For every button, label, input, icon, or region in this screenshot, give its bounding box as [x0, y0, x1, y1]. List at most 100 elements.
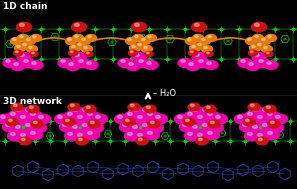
Circle shape: [200, 122, 214, 132]
Circle shape: [146, 35, 157, 42]
Circle shape: [135, 114, 149, 124]
Circle shape: [249, 107, 265, 117]
Circle shape: [192, 108, 197, 112]
Circle shape: [80, 107, 94, 117]
Circle shape: [255, 35, 258, 38]
Circle shape: [86, 35, 97, 42]
Circle shape: [145, 51, 153, 57]
Circle shape: [66, 62, 80, 70]
Circle shape: [138, 138, 142, 141]
Circle shape: [84, 46, 87, 49]
Circle shape: [17, 22, 31, 32]
Circle shape: [127, 132, 132, 136]
Circle shape: [36, 114, 50, 124]
Circle shape: [31, 131, 35, 134]
Circle shape: [129, 124, 145, 134]
Circle shape: [7, 111, 23, 121]
Circle shape: [248, 38, 251, 41]
Circle shape: [266, 35, 277, 42]
Circle shape: [125, 119, 129, 122]
Circle shape: [82, 38, 85, 41]
Circle shape: [132, 22, 146, 32]
Circle shape: [189, 44, 200, 51]
Circle shape: [243, 118, 255, 126]
Circle shape: [15, 125, 20, 129]
Circle shape: [151, 124, 156, 127]
Circle shape: [270, 121, 274, 124]
Circle shape: [267, 62, 271, 64]
Circle shape: [121, 60, 125, 63]
Circle shape: [8, 119, 12, 122]
Circle shape: [189, 50, 198, 56]
Circle shape: [216, 115, 220, 119]
Circle shape: [24, 60, 28, 63]
Circle shape: [31, 112, 35, 115]
Circle shape: [3, 59, 17, 67]
Circle shape: [143, 123, 147, 126]
Circle shape: [15, 51, 18, 53]
Circle shape: [27, 38, 30, 41]
Circle shape: [192, 22, 206, 32]
Circle shape: [119, 122, 135, 132]
Circle shape: [249, 124, 265, 134]
Circle shape: [181, 60, 185, 63]
Circle shape: [263, 123, 267, 126]
Circle shape: [31, 123, 47, 133]
Circle shape: [199, 60, 203, 63]
Circle shape: [261, 46, 273, 53]
Circle shape: [178, 115, 182, 119]
Circle shape: [72, 108, 77, 112]
Circle shape: [84, 60, 98, 69]
Circle shape: [96, 115, 100, 119]
Circle shape: [245, 119, 249, 122]
Circle shape: [132, 108, 137, 112]
Circle shape: [20, 133, 25, 136]
Circle shape: [18, 35, 29, 42]
Circle shape: [1, 115, 5, 119]
Circle shape: [198, 115, 202, 119]
Circle shape: [148, 35, 151, 38]
Circle shape: [195, 43, 206, 50]
Circle shape: [12, 107, 28, 117]
Circle shape: [252, 35, 263, 42]
Circle shape: [184, 131, 200, 141]
Circle shape: [88, 35, 91, 38]
Circle shape: [200, 37, 211, 44]
Circle shape: [148, 131, 152, 134]
Circle shape: [18, 114, 32, 124]
Circle shape: [203, 108, 207, 112]
Circle shape: [14, 63, 18, 65]
Circle shape: [147, 52, 149, 54]
Circle shape: [84, 105, 96, 113]
Circle shape: [186, 37, 197, 44]
Circle shape: [135, 35, 138, 38]
Text: – H₂O: – H₂O: [153, 90, 176, 98]
Circle shape: [257, 115, 262, 119]
Circle shape: [76, 59, 90, 67]
Circle shape: [212, 114, 228, 124]
Circle shape: [6, 118, 18, 126]
Circle shape: [247, 132, 252, 136]
Circle shape: [252, 53, 266, 61]
Circle shape: [142, 38, 145, 41]
Circle shape: [265, 130, 279, 140]
Circle shape: [144, 46, 147, 49]
Circle shape: [64, 111, 80, 121]
Circle shape: [132, 125, 137, 129]
Circle shape: [70, 51, 73, 53]
Circle shape: [75, 114, 89, 124]
Circle shape: [252, 108, 257, 112]
Circle shape: [198, 138, 202, 141]
Circle shape: [271, 124, 276, 127]
Circle shape: [32, 62, 36, 64]
Circle shape: [31, 52, 34, 54]
Circle shape: [258, 43, 261, 46]
Circle shape: [78, 115, 82, 119]
Circle shape: [195, 54, 199, 57]
Circle shape: [58, 59, 72, 67]
Circle shape: [249, 63, 253, 65]
Circle shape: [130, 104, 134, 107]
Circle shape: [208, 35, 211, 38]
Circle shape: [75, 43, 86, 50]
Circle shape: [13, 38, 16, 41]
